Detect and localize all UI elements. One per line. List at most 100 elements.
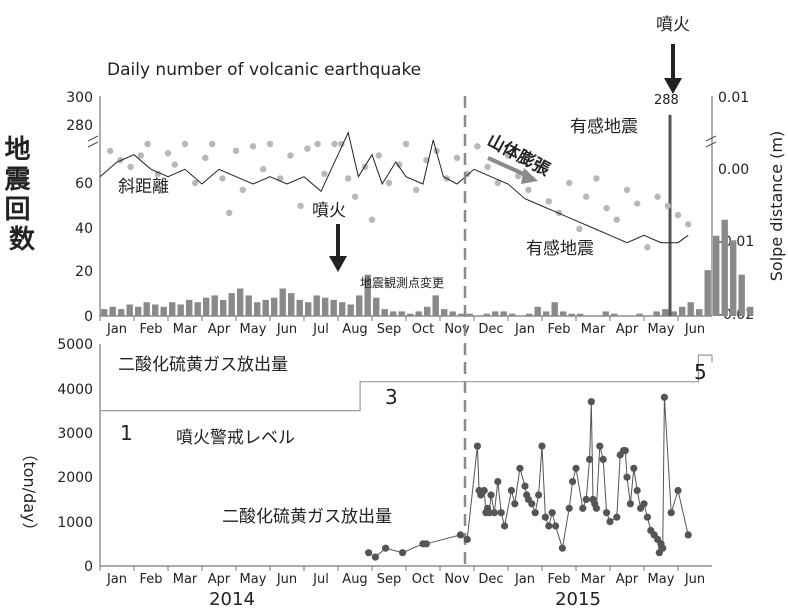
so2-point [569,478,577,486]
alert-level-step-line [100,354,712,412]
inflation-arrow-shaft [487,156,529,178]
quake-count-bar [611,313,618,316]
so2-point [684,531,692,539]
quake-count-bar [602,311,609,316]
quake-count-bar [662,309,669,316]
month-label: Nov [444,322,470,337]
month-label: Jan [514,572,535,587]
quake-count-bar [296,299,303,316]
bottom-month-labels: Jan Feb Mar Apr May Jun Jul Aug Sep Oct Nov Dec Jan F… [99,566,705,587]
quake-count-bar [509,313,516,316]
y-tick-label: 20 [75,264,93,280]
quake-count-bar [432,295,439,316]
so2-point [480,486,488,495]
daily-count-point [331,140,338,148]
y-axis-title-char: 回 [4,195,30,225]
month-label: Jun [276,322,297,337]
month-label: Jan [106,572,127,587]
so2-point [528,500,536,508]
daily-count-point [171,161,178,168]
station-change-label: 地震観測点変更 [360,275,444,290]
quake-count-bar [721,219,728,316]
so2-emission-series [365,393,692,561]
so2-point [586,455,594,463]
month-label: Apr [616,322,639,337]
month-label: Apr [208,322,231,337]
quake-count-bar [687,302,694,316]
daily-count-point [314,140,321,148]
month-label: Jun [684,322,705,337]
so2-point [599,455,607,463]
daily-count-point [137,152,144,159]
quake-count-bar [339,302,346,316]
y2-tick-label: 0.01 [718,90,749,106]
daily-count-point [338,140,345,148]
so2-point [487,491,495,499]
quake-count-bar [526,313,533,316]
so2-point [521,482,529,490]
quake-count-bar [730,240,737,316]
month-label: Aug [342,572,367,587]
year-label-2015: 2015 [555,589,601,609]
so2-point [621,447,629,455]
quake-count-bar [577,313,584,316]
so2-point [582,495,590,503]
daily-count-point [239,186,246,194]
daily-count-point [685,221,692,228]
top-panel: Daily number of volcanic earthquake 0 20… [4,15,786,337]
so2-point [613,513,621,521]
daily-count-point [287,152,294,159]
alert-level-value: 5 [694,360,707,384]
top-y-ticks: 0 20 40 60 280 300 [66,90,93,325]
quake-count-bar [271,297,278,316]
axis-break-marks [87,135,717,148]
daily-count-point [576,225,583,233]
eruption-label-2014: 噴火 [312,201,346,221]
so2-point [587,398,595,406]
quake-count-bar [262,299,269,316]
so2-point [399,549,407,557]
so2-point [371,553,379,561]
y-tick-label: 3000 [57,426,93,442]
slope-distance-series [99,131,689,244]
so2-point [456,531,464,539]
daily-count-point [154,170,161,177]
month-label: Sep [377,322,402,337]
quake-count-bar [747,306,754,316]
quake-count-bar [653,311,660,316]
quake-count-bar [364,274,371,316]
so2-point [382,544,390,552]
daily-count-point [304,145,311,152]
quake-count-bar [135,306,142,316]
month-label: Sep [377,572,402,587]
daily-count-point [413,186,420,194]
so2-point [596,442,604,450]
y-tick-label: 0 [84,309,93,325]
so2-point [545,522,553,530]
y-tick-label: 60 [75,176,93,192]
quake-count-bar [228,293,235,316]
month-label: Jul [312,322,329,337]
month-label: Feb [547,572,570,587]
month-label: Mar [173,322,198,337]
so2-point [579,504,587,512]
eruption-label-2015: 噴火 [656,15,690,35]
daily-count-point [644,244,651,251]
daily-count-point [634,200,641,207]
quake-count-bar [305,302,312,316]
so2-point [659,544,667,552]
daily-count-point [583,193,590,200]
daily-count-point [664,202,671,210]
quake-count-bar [211,295,218,316]
so2-line [368,397,689,558]
quake-count-bar [160,306,167,316]
month-label: Jun [684,572,705,587]
quake-count-bar [738,274,745,316]
month-label: Feb [547,322,570,337]
daily-count-point [494,179,501,187]
quake-count-bar [551,302,558,316]
month-label: May [240,322,267,337]
arrow-head [664,78,682,94]
so2-point [497,509,505,517]
